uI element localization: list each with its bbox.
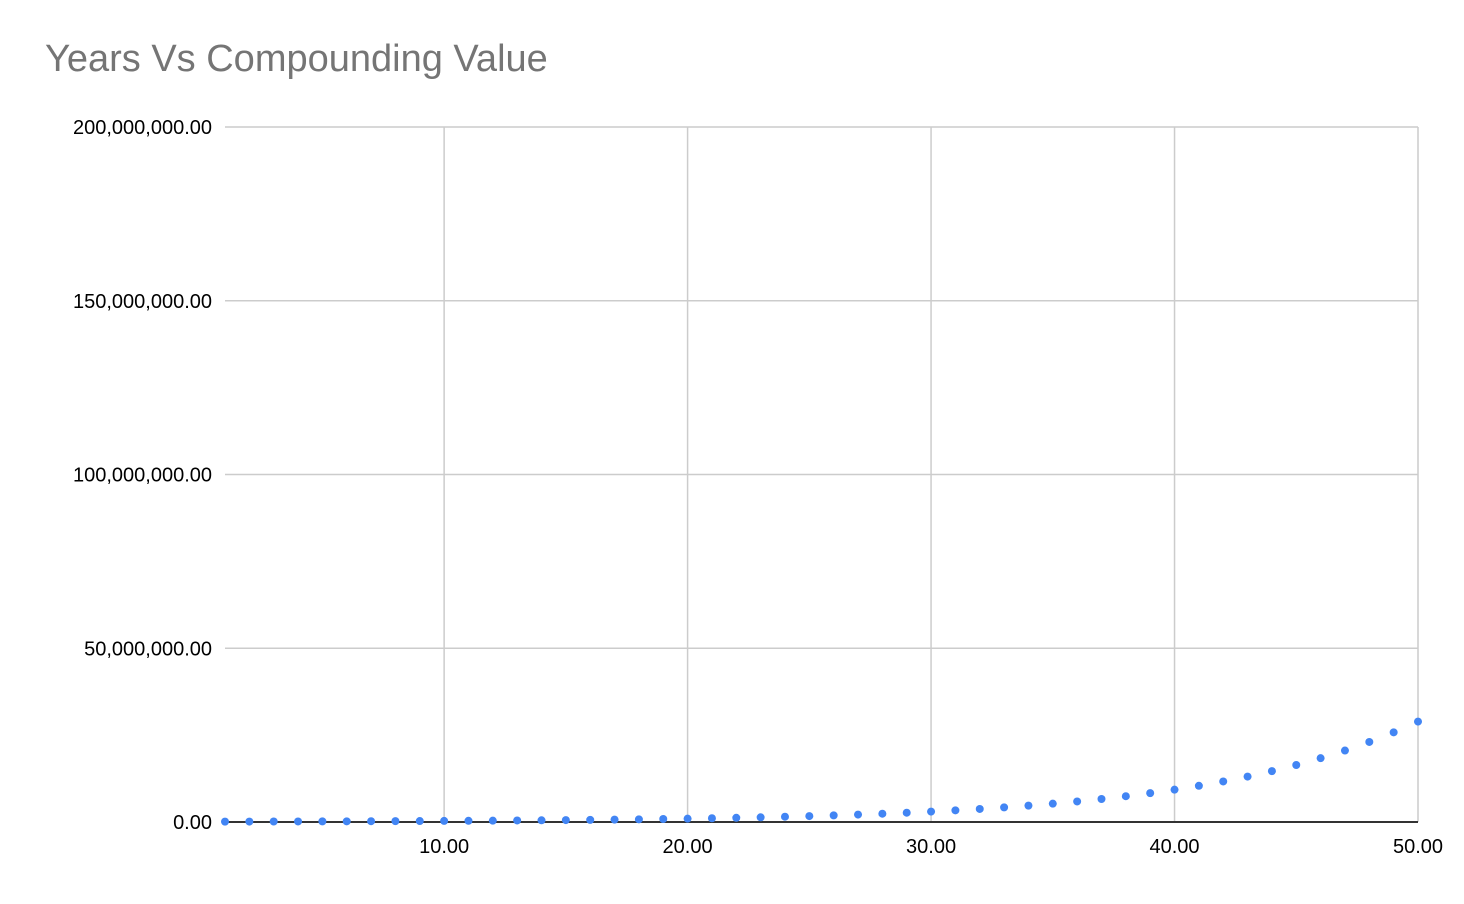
data-point — [1292, 761, 1301, 770]
data-point — [951, 806, 960, 815]
data-point — [1048, 799, 1057, 808]
data-point — [1073, 797, 1082, 806]
y-tick-label: 200,000,000.00 — [73, 117, 212, 139]
data-point — [269, 817, 278, 826]
data-point — [732, 813, 741, 822]
data-point — [1121, 792, 1130, 801]
x-tick-label: 30.00 — [906, 836, 956, 858]
data-point — [1194, 781, 1203, 790]
data-point — [780, 812, 789, 821]
data-point — [805, 812, 814, 821]
data-point — [1414, 717, 1422, 726]
x-axis-tick-labels: 10.00 20.00 30.00 40.00 50.00 — [419, 836, 1443, 858]
data-point — [488, 816, 497, 825]
data-point — [902, 808, 911, 817]
data-point — [221, 817, 229, 826]
y-tick-label: 0.00 — [173, 812, 212, 834]
y-tick-label: 100,000,000.00 — [73, 465, 212, 487]
data-point — [854, 810, 863, 819]
data-point — [294, 817, 303, 826]
data-point — [367, 817, 376, 826]
data-point — [1389, 728, 1398, 737]
data-point — [756, 813, 765, 822]
data-point — [1365, 737, 1374, 746]
data-point — [464, 816, 473, 825]
data-point — [634, 815, 643, 824]
data-point — [1267, 767, 1276, 776]
x-tick-label: 50.00 — [1393, 836, 1443, 858]
data-point — [391, 817, 400, 826]
x-tick-label: 10.00 — [419, 836, 469, 858]
scatter-points — [221, 717, 1422, 826]
y-axis-tick-labels: 0.00 50,000,000.00 100,000,000.00 150,000,0… — [73, 117, 212, 834]
data-point — [927, 807, 936, 816]
grid — [225, 126, 1419, 822]
data-point — [1024, 801, 1033, 810]
chart-title: Years Vs Compounding Value — [45, 38, 548, 80]
data-point — [1219, 777, 1228, 786]
data-point — [513, 816, 522, 825]
data-point — [1170, 785, 1179, 794]
data-point — [829, 811, 838, 820]
data-point — [537, 816, 546, 825]
data-point — [683, 814, 692, 823]
data-point — [659, 815, 668, 824]
data-point — [318, 817, 327, 826]
data-point — [878, 809, 887, 818]
data-point — [1146, 789, 1155, 798]
x-tick-label: 40.00 — [1149, 836, 1199, 858]
data-point — [415, 817, 424, 826]
y-tick-label: 50,000,000.00 — [84, 638, 212, 660]
data-point — [342, 817, 351, 826]
data-point — [586, 815, 595, 824]
data-point — [561, 816, 570, 825]
data-point — [440, 816, 449, 825]
data-point — [1340, 746, 1349, 755]
data-point — [1000, 803, 1009, 812]
y-tick-label: 150,000,000.00 — [73, 291, 212, 313]
data-point — [1316, 754, 1325, 763]
x-tick-label: 20.00 — [663, 836, 713, 858]
data-point — [1097, 794, 1106, 803]
data-point — [975, 804, 984, 813]
data-point — [707, 814, 716, 823]
data-point — [610, 815, 619, 824]
data-point — [1243, 772, 1252, 781]
data-point — [245, 817, 254, 826]
